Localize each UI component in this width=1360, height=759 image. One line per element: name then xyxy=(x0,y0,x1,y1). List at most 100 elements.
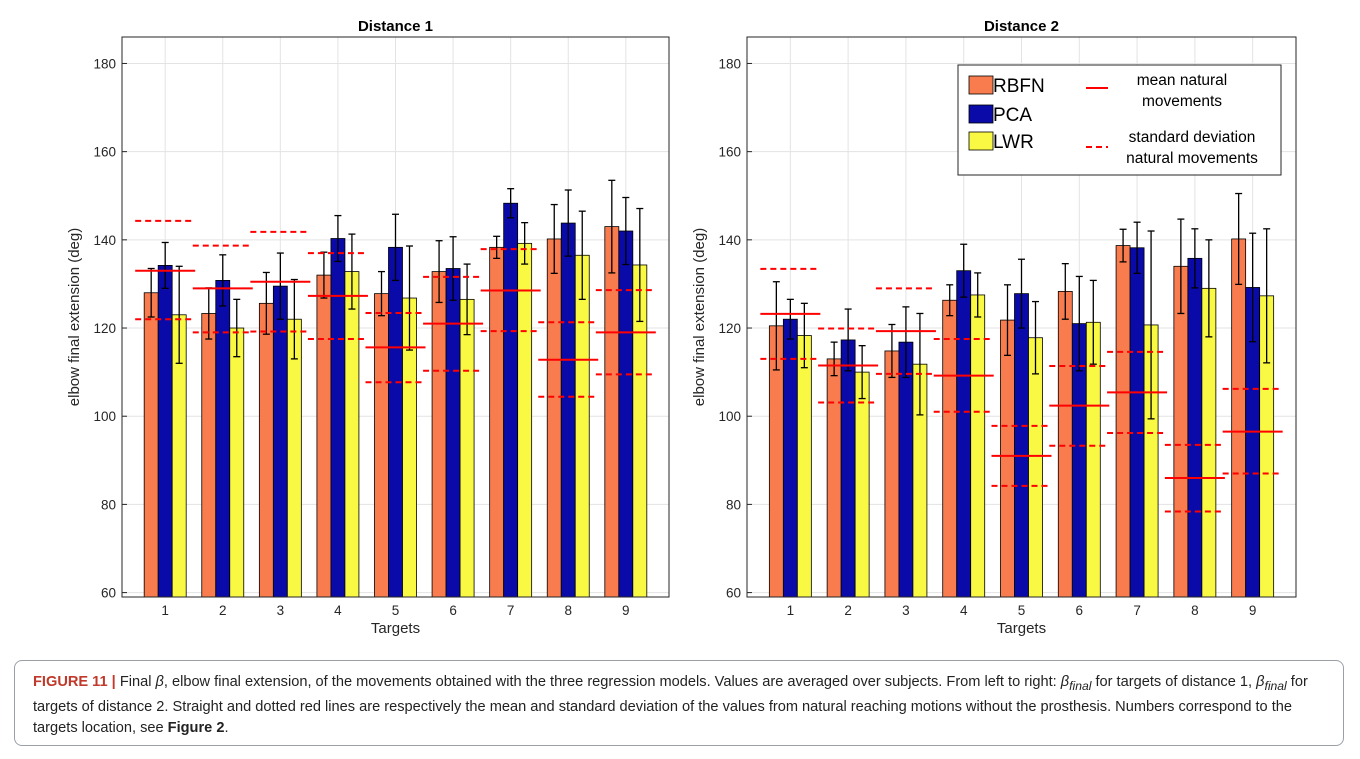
caption-beta-2: β xyxy=(1061,674,1069,690)
x-tick-label: 7 xyxy=(1133,603,1141,618)
legend-mean-label-2: movements xyxy=(1142,93,1222,110)
bar-pca xyxy=(957,271,971,597)
caption-text-3: for targets of distance 1, xyxy=(1091,674,1256,690)
x-tick-label: 8 xyxy=(564,603,572,618)
legend-std-label-2: natural movements xyxy=(1126,150,1258,167)
legend-swatch-rbfn xyxy=(969,76,993,94)
legend: RBFN PCA LWR mean natural movements standard … xyxy=(958,65,1281,175)
x-tick-label: 6 xyxy=(1076,603,1084,618)
x-tick-label: 5 xyxy=(392,603,400,618)
bar-lwr xyxy=(971,295,985,597)
caption-figure-ref[interactable]: Figure 2 xyxy=(168,720,225,736)
x-tick-label: 2 xyxy=(844,603,852,618)
bar-pca xyxy=(446,268,460,597)
bar-rbfn xyxy=(1116,246,1130,597)
y-tick-label: 180 xyxy=(718,56,741,71)
x-tick-label: 3 xyxy=(277,603,285,618)
bar-rbfn xyxy=(1232,239,1246,597)
bar-pca xyxy=(158,265,172,597)
x-tick-label: 9 xyxy=(622,603,630,618)
bar-rbfn xyxy=(202,313,216,597)
chart-title: Distance 1 xyxy=(358,18,433,35)
bar-rbfn xyxy=(1058,291,1072,597)
legend-std-label-1: standard deviation xyxy=(1129,129,1256,146)
bar-rbfn xyxy=(827,359,841,597)
bar-lwr xyxy=(855,372,869,597)
bar-rbfn xyxy=(885,351,899,597)
bar-rbfn xyxy=(1001,320,1015,597)
y-tick-label: 60 xyxy=(101,586,116,601)
x-tick-label: 3 xyxy=(902,603,910,618)
y-tick-label: 160 xyxy=(93,145,116,160)
y-tick-label: 100 xyxy=(93,409,116,424)
y-tick-label: 120 xyxy=(718,321,741,336)
legend-label-rbfn: RBFN xyxy=(993,76,1045,97)
x-tick-label: 9 xyxy=(1249,603,1257,618)
bar-lwr xyxy=(518,243,532,597)
bar-rbfn xyxy=(432,272,446,597)
caption-label: FIGURE 11 | xyxy=(33,674,116,690)
y-axis-label: elbow final extension (deg) xyxy=(691,228,708,406)
y-tick-label: 80 xyxy=(101,497,116,512)
x-tick-label: 4 xyxy=(960,603,968,618)
bar-rbfn xyxy=(943,300,957,597)
bar-pca xyxy=(504,203,518,597)
figure-caption: FIGURE 11 | Final β, elbow final extensi… xyxy=(14,660,1344,746)
x-tick-label: 2 xyxy=(219,603,227,618)
y-tick-label: 100 xyxy=(718,409,741,424)
legend-swatch-pca xyxy=(969,105,993,123)
x-tick-label: 8 xyxy=(1191,603,1199,618)
caption-text-end: . xyxy=(224,720,228,736)
bar-rbfn xyxy=(1174,266,1188,597)
bar-pca xyxy=(1188,258,1202,597)
legend-label-pca: PCA xyxy=(993,105,1032,126)
chart-distance-1: 60 80 100 120 140 160 180 1 2 3 4 5 6 7 8 9 Distance 1 Ta… xyxy=(66,18,669,637)
x-tick-label: 1 xyxy=(161,603,169,618)
y-tick-label: 180 xyxy=(93,56,116,71)
y-axis-label: elbow final extension (deg) xyxy=(66,228,83,406)
caption-final-2: final xyxy=(1264,679,1286,693)
legend-swatch-lwr xyxy=(969,132,993,150)
bar-pca xyxy=(783,319,797,597)
bar-rbfn xyxy=(375,294,389,597)
x-tick-label: 1 xyxy=(787,603,795,618)
bar-lwr xyxy=(1029,338,1043,597)
bar-rbfn xyxy=(605,227,619,597)
x-tick-label: 5 xyxy=(1018,603,1026,618)
bar-pca xyxy=(841,340,855,597)
bar-lwr xyxy=(287,319,301,597)
bar-pca xyxy=(216,280,230,597)
bar-pca xyxy=(1130,248,1144,597)
y-tick-label: 160 xyxy=(718,145,741,160)
bar-rbfn xyxy=(144,293,158,597)
y-tick-label: 80 xyxy=(726,497,741,512)
bar-lwr xyxy=(797,336,811,597)
bar-rbfn xyxy=(259,303,273,597)
bar-lwr xyxy=(230,328,244,597)
legend-label-lwr: LWR xyxy=(993,132,1034,153)
bar-pca xyxy=(273,286,287,597)
x-tick-label: 7 xyxy=(507,603,515,618)
caption-beta-1: β xyxy=(156,674,164,690)
bar-lwr xyxy=(460,299,474,597)
bar-rbfn xyxy=(547,239,561,597)
bar-pca xyxy=(561,223,575,597)
caption-final-1: final xyxy=(1069,679,1091,693)
y-tick-label: 140 xyxy=(93,233,116,248)
y-tick-label: 60 xyxy=(726,586,741,601)
bar-pca xyxy=(389,247,403,597)
caption-text-2: , elbow final extension, of the movement… xyxy=(164,674,1061,690)
bar-rbfn xyxy=(490,247,504,597)
legend-mean-label-1: mean natural xyxy=(1137,72,1227,89)
y-tick-label: 120 xyxy=(93,321,116,336)
chart-title: Distance 2 xyxy=(984,18,1059,35)
bar-pca xyxy=(619,231,633,597)
x-axis-label: Targets xyxy=(997,620,1046,637)
x-axis-label: Targets xyxy=(371,620,420,637)
bar-pca xyxy=(899,342,913,597)
caption-text-1: Final xyxy=(116,674,156,690)
bar-lwr xyxy=(345,272,359,597)
bar-lwr xyxy=(575,255,589,597)
x-tick-label: 6 xyxy=(449,603,457,618)
